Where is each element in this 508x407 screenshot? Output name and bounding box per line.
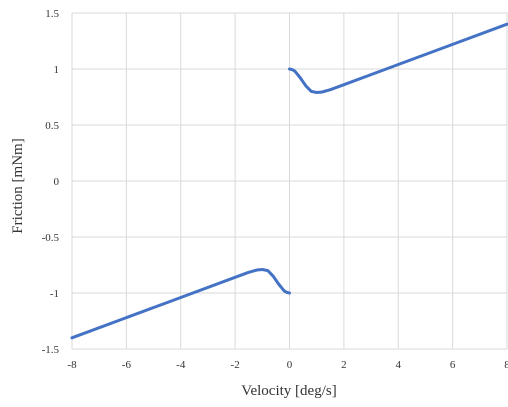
x-tick-label: -4 xyxy=(176,359,186,371)
x-tick-label: -2 xyxy=(231,359,240,371)
x-axis-title: Velocity [deg/s] xyxy=(241,383,336,399)
x-tick-label: -6 xyxy=(122,359,132,371)
x-tick-label: 4 xyxy=(396,359,402,371)
y-tick-labels: -1.5 -1 -0.5 0 0.5 1 1.5 xyxy=(42,8,60,356)
y-axis-title: Friction [mNm] xyxy=(10,138,26,233)
x-tick-label: 8 xyxy=(504,359,508,371)
y-tick-label: 1 xyxy=(54,64,60,76)
x-tick-label: 6 xyxy=(450,359,456,371)
y-tick-label: 1.5 xyxy=(45,8,59,20)
series-lines xyxy=(70,22,508,340)
gridlines xyxy=(71,12,508,350)
x-tick-label: 0 xyxy=(287,359,293,371)
x-tick-labels: -8 -6 -4 -2 0 2 4 6 8 xyxy=(67,359,508,371)
x-tick-label: 2 xyxy=(341,359,347,371)
y-tick-label: 0 xyxy=(54,176,60,188)
series-line xyxy=(70,268,291,340)
series-line xyxy=(288,22,508,94)
y-tick-label: 0.5 xyxy=(45,120,59,132)
y-tick-label: -1 xyxy=(50,288,59,300)
x-tick-label: -8 xyxy=(67,359,77,371)
y-tick-label: -1.5 xyxy=(42,344,60,356)
y-tick-label: -0.5 xyxy=(42,232,60,244)
